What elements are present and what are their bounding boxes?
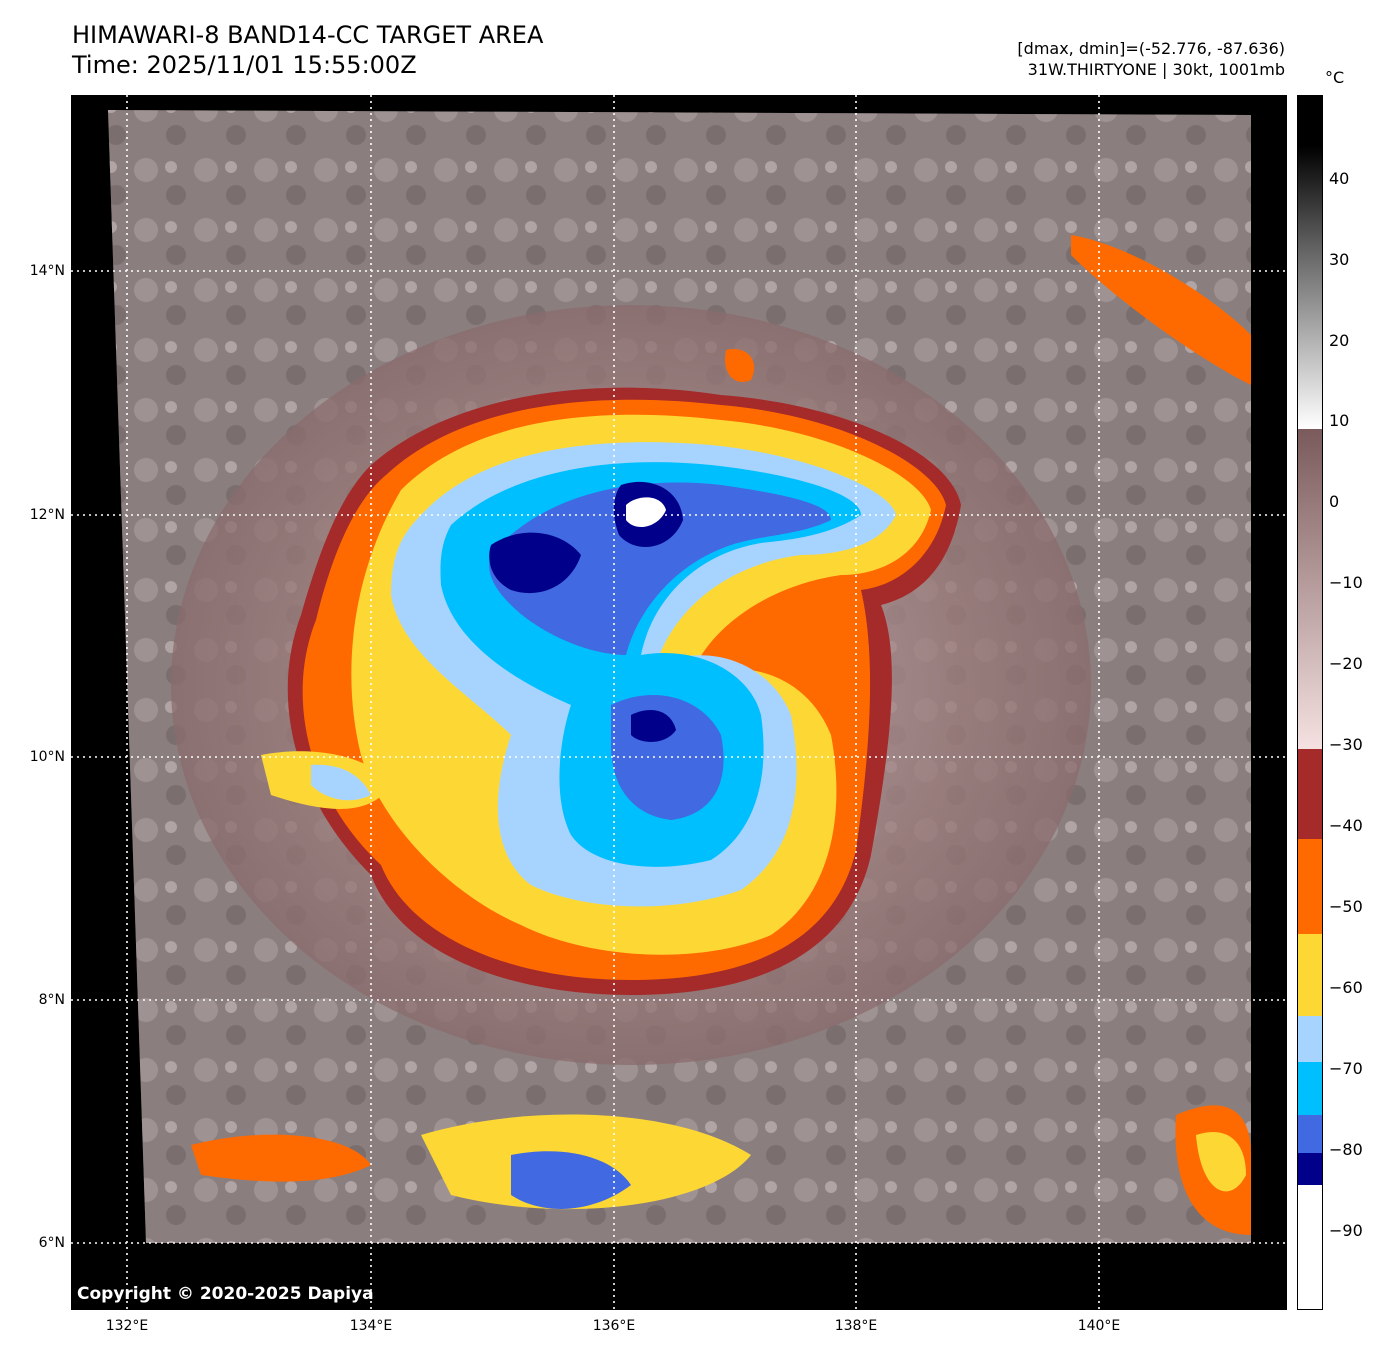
- satellite-map: Copyright © 2020-2025 Dapiya: [71, 95, 1287, 1310]
- colorbar-tick-0: 0: [1329, 492, 1340, 511]
- colorbar-unit: °C: [1325, 68, 1345, 87]
- band-navy-west: [489, 532, 581, 594]
- chart-title: HIMAWARI-8 BAND14-CC TARGET AREA Time: 2…: [72, 20, 543, 80]
- colorbar-tick-10: 10: [1329, 411, 1350, 430]
- lat-label-10n: 10°N: [29, 749, 65, 765]
- lon-label-132e: 132°E: [105, 1318, 149, 1334]
- lon-label-134e: 134°E: [349, 1318, 393, 1334]
- lon-label-140e: 140°E: [1077, 1318, 1121, 1334]
- graticule: [71, 95, 1287, 1310]
- title-line-2: Time: 2025/11/01 15:55:00Z: [72, 51, 417, 79]
- southern-cold-top: [511, 1151, 631, 1209]
- lat-label-12n: 12°N: [29, 507, 65, 523]
- lat-label-14n: 14°N: [29, 263, 65, 279]
- lon-label-136e: 136°E: [592, 1318, 636, 1334]
- lat-label-8n: 8°N: [38, 992, 65, 1008]
- colorbar-tick-neg80: −80: [1329, 1140, 1363, 1159]
- coldest-top: [626, 497, 666, 528]
- colorbar-tick-neg90: −90: [1329, 1221, 1363, 1240]
- colorbar-tick-neg70: −70: [1329, 1059, 1363, 1078]
- colorbar-tick-neg30: −30: [1329, 735, 1363, 754]
- lon-label-138e: 138°E: [834, 1318, 878, 1334]
- band-royal-blue-north: [489, 482, 831, 655]
- copyright-label: Copyright © 2020-2025 Dapiya: [77, 1284, 374, 1304]
- northeast-band: [1071, 235, 1251, 385]
- colorbar-tick-30: 30: [1329, 250, 1350, 269]
- colorbar-tick-neg40: −40: [1329, 816, 1363, 835]
- outer-arm-south: [191, 1134, 371, 1182]
- dmax-dmin-label: [dmax, dmin]=(-52.776, -87.636): [1017, 39, 1285, 58]
- colorbar-tick-neg50: −50: [1329, 897, 1363, 916]
- colorbar-tick-neg60: −60: [1329, 978, 1363, 997]
- colorbar-tick-neg10: −10: [1329, 573, 1363, 592]
- lat-label-6n: 6°N: [38, 1235, 65, 1251]
- title-line-1: HIMAWARI-8 BAND14-CC TARGET AREA: [72, 21, 544, 49]
- storm-name-label: 31W.THIRTYONE | 30kt, 1001mb: [1027, 60, 1285, 79]
- colorbar-tick-20: 20: [1329, 331, 1350, 350]
- colorbar-tick-neg20: −20: [1329, 654, 1363, 673]
- satellite-image: [71, 95, 1287, 1310]
- storm-info: [dmax, dmin]=(-52.776, -87.636) 31W.THIR…: [1017, 38, 1285, 80]
- colorbar: [1297, 95, 1323, 1310]
- colorbar-tick-40: 40: [1329, 169, 1350, 188]
